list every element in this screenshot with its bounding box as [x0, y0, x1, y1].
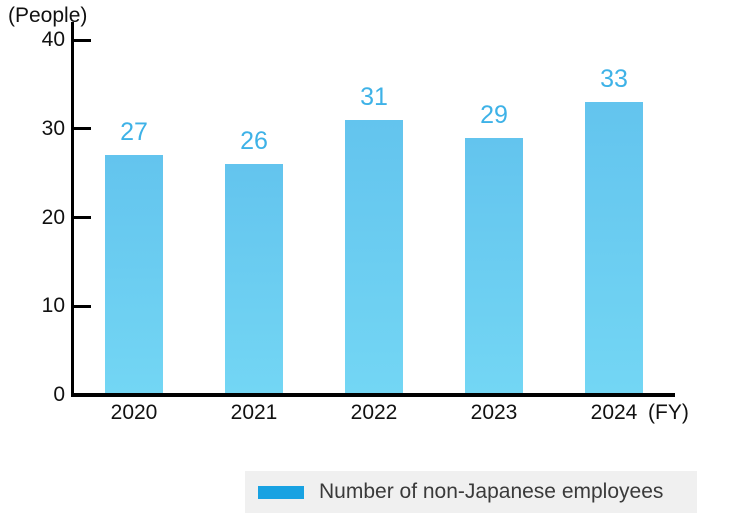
legend-label: Number of non-Japanese employees: [319, 480, 664, 503]
x-axis-unit-label: (FY): [648, 401, 689, 424]
x-axis-label: 2022: [350, 401, 398, 424]
x-axis-label: 2024: [590, 401, 638, 424]
y-axis-tick: [72, 216, 91, 219]
y-axis-tick-label: 10: [41, 294, 65, 318]
x-axis-label: 2020: [110, 401, 158, 424]
y-axis-unit-label: (People): [8, 4, 88, 27]
bar-2024: [585, 102, 643, 393]
y-axis-tick: [72, 127, 91, 131]
bar-2023: [465, 137, 523, 393]
x-axis-label: 2023: [470, 401, 518, 424]
y-axis-tick: [72, 304, 91, 308]
legend-swatch: [258, 485, 304, 499]
y-axis-tick-label: 30: [41, 116, 65, 140]
legend: Number of non-Japanese employees: [245, 471, 697, 513]
y-axis-tick-label: 0: [53, 383, 65, 406]
bar-value-label: 31: [360, 82, 388, 111]
x-axis-line: [71, 393, 675, 397]
y-axis-line: [71, 22, 74, 397]
x-axis-label: 2021: [230, 401, 278, 424]
bar-2022: [345, 119, 403, 393]
bar-value-label: 29: [480, 100, 508, 129]
bar-value-label: 27: [120, 118, 148, 147]
bar-value-label: 33: [600, 65, 628, 94]
bar-value-label: 26: [240, 127, 268, 156]
y-axis-tick-label: 20: [41, 205, 65, 229]
bar-2020: [105, 155, 163, 393]
bar-2021: [225, 164, 283, 393]
y-axis-tick: [72, 38, 91, 42]
y-axis-tick-label: 40: [41, 28, 65, 51]
